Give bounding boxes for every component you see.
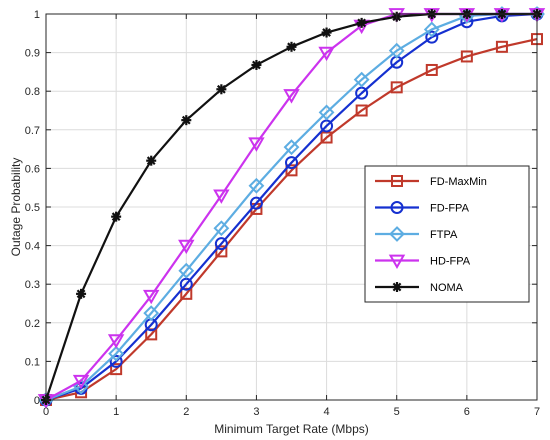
data-point-marker (425, 30, 439, 44)
legend-marker (392, 282, 402, 292)
data-point-marker (495, 40, 508, 53)
x-tick-label: 6 (464, 406, 470, 418)
data-point-marker (146, 155, 157, 166)
series-line (45, 12, 538, 402)
data-point-marker (142, 289, 160, 305)
star-marker-stroke (322, 28, 331, 37)
legend-item: FD-MaxMin (375, 175, 487, 188)
x-tick-label: 4 (324, 406, 330, 418)
data-point-marker (423, 21, 440, 38)
data-point-marker (320, 131, 333, 144)
y-tick-label: 0.9 (25, 48, 40, 60)
y-tick-label: 0 (34, 395, 40, 407)
star-marker-stroke (76, 289, 86, 299)
legend-marker (388, 254, 406, 270)
star-marker-stroke (146, 156, 156, 166)
x-tick-label: 3 (253, 406, 259, 418)
data-point-marker (110, 363, 123, 376)
data-point-marker (111, 211, 122, 222)
data-point-marker (72, 374, 90, 390)
data-point-marker (390, 81, 403, 94)
data-point-marker (249, 196, 263, 210)
data-point-marker (460, 50, 473, 63)
data-point-marker (425, 63, 438, 76)
legend-label: HD-FPA (430, 256, 471, 268)
ticks: 0 1 2 3 4 5 6 7 0 0.1 0.2 0.3 0.4 0.5 0.6 0.7 0.8 0.9 1 (25, 9, 540, 418)
star-marker-stroke (287, 42, 296, 52)
y-tick-label: 0.1 (25, 356, 40, 368)
legend-marker (391, 175, 403, 187)
data-point-marker (286, 41, 297, 52)
legend-marker (390, 201, 404, 214)
data-point-marker (321, 27, 332, 38)
y-tick-label: 0.7 (25, 125, 40, 137)
data-point-marker (248, 177, 265, 194)
star-marker-stroke (357, 18, 367, 28)
data-point-marker (251, 59, 262, 70)
legend-item: NOMA (375, 282, 464, 294)
data-point-marker (213, 189, 230, 204)
y-axis-label: Outage Probability (9, 158, 23, 257)
star-marker-stroke (181, 115, 191, 125)
data-point-marker (107, 334, 125, 349)
y-tick-label: 0.4 (25, 241, 40, 253)
star-marker-stroke (392, 282, 402, 292)
x-tick-label: 2 (183, 406, 189, 418)
legend-label: FD-FPA (430, 203, 470, 215)
x-tick-label: 1 (113, 406, 119, 418)
legend-item: FTPA (375, 226, 458, 242)
data-point-marker (215, 245, 228, 258)
star-marker-stroke (252, 60, 261, 70)
legend: FD-MaxMin FD-FPA FTPA HD-FPA NOMA (364, 165, 530, 303)
series-line (45, 12, 537, 402)
data-point-marker (213, 220, 230, 237)
x-axis-label: Minimum Target Rate (Mbps) (214, 422, 369, 436)
data-point-marker (216, 84, 227, 95)
x-tick-label: 5 (394, 406, 400, 418)
legend-item: HD-FPA (375, 254, 471, 270)
data-point-marker (76, 288, 87, 299)
y-tick-label: 0.6 (25, 163, 40, 175)
data-point-marker (353, 71, 370, 88)
legend-label: NOMA (430, 282, 464, 294)
y-tick-label: 0.2 (25, 318, 40, 330)
legend-item: FD-FPA (375, 201, 470, 215)
data-point-marker (356, 17, 367, 28)
star-marker-stroke (216, 84, 226, 94)
data-point-marker (248, 137, 265, 152)
x-tick-label: 7 (534, 406, 540, 418)
y-tick-label: 0.8 (25, 86, 40, 98)
data-point-marker (320, 119, 334, 133)
data-point-marker (178, 239, 195, 255)
data-point-marker (285, 156, 298, 170)
legend-marker (389, 226, 405, 242)
data-point-marker (285, 164, 298, 177)
y-tick-label: 0.3 (25, 279, 40, 291)
data-point-marker (388, 42, 405, 59)
data-point-marker (283, 89, 300, 104)
data-point-marker (318, 46, 335, 62)
y-tick-label: 1 (34, 9, 40, 21)
data-point-marker (143, 305, 160, 322)
data-point-marker (355, 86, 369, 100)
y-tick-label: 0.5 (25, 202, 40, 214)
data-point-marker (181, 115, 192, 126)
series-line (45, 38, 538, 402)
data-point-marker (283, 139, 300, 156)
data-point-marker (355, 104, 368, 117)
data-point-marker (178, 262, 195, 279)
data-point-marker (109, 354, 123, 368)
data-point-marker (179, 277, 193, 291)
legend-label: FTPA (430, 229, 458, 241)
legend-label: FD-MaxMin (430, 176, 487, 188)
star-marker-stroke (111, 212, 121, 222)
data-point-marker (318, 104, 335, 121)
data-point-marker (214, 237, 228, 251)
x-tick-label: 0 (43, 406, 49, 418)
data-point-marker (108, 345, 125, 362)
